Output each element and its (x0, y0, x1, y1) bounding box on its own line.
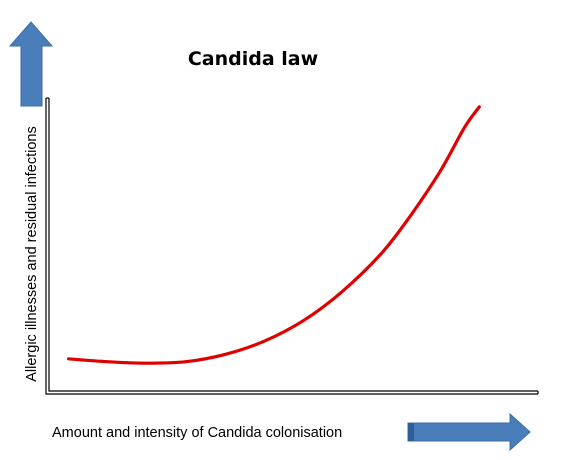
x-axis-arrow-icon (407, 412, 531, 452)
x-arrow-tail (408, 423, 414, 441)
y-axis-line (45, 98, 538, 395)
y-axis-label: Allergic illnesses and residual infectio… (24, 126, 40, 382)
y-axis-arrow-icon (8, 21, 54, 107)
x-axis-label: Amount and intensity of Candida colonisa… (52, 425, 342, 441)
axes (45, 97, 539, 395)
series-line (67, 105, 481, 365)
chart-title: Candida law (188, 48, 318, 70)
y-axis-inner-line (48, 98, 538, 392)
